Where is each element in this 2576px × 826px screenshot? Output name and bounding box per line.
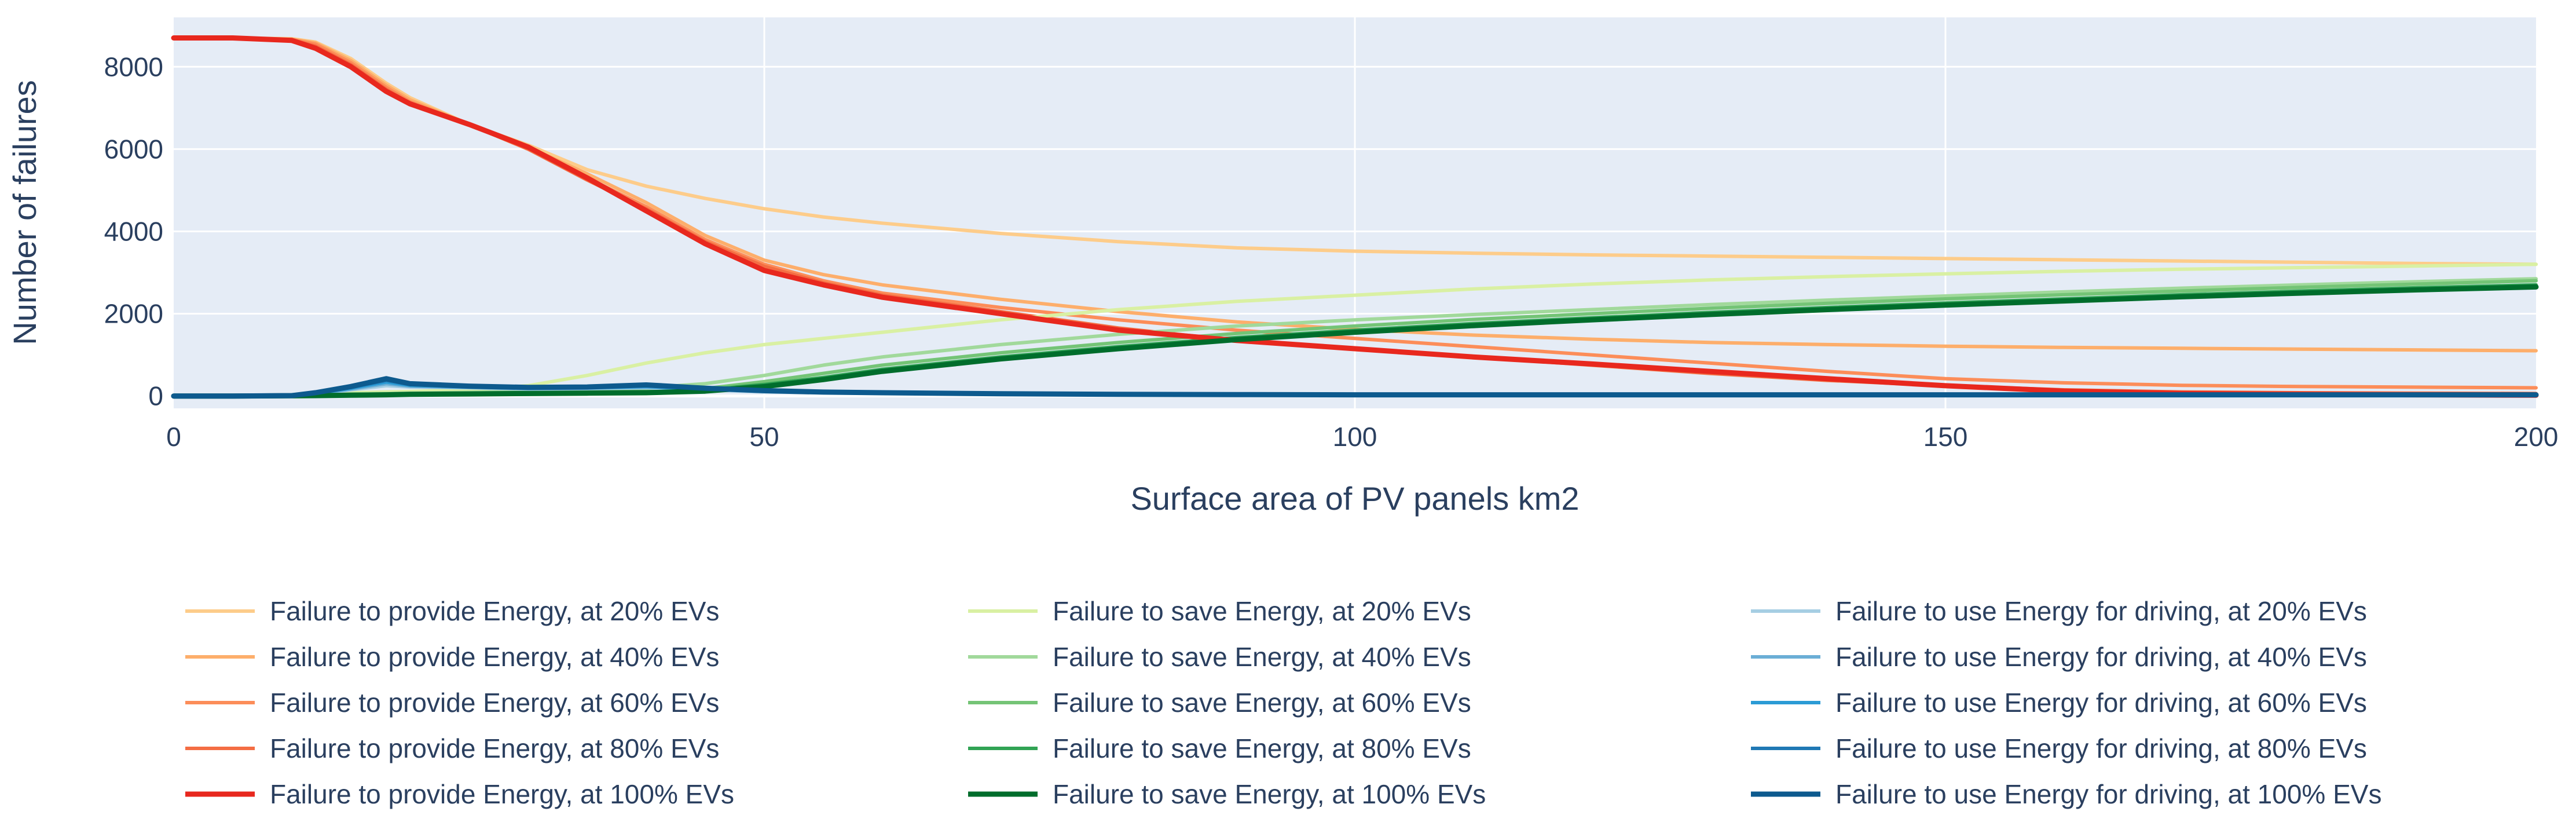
y-tick-label: 2000 — [104, 299, 163, 329]
legend-label: Failure to use Energy for driving, at 40… — [1835, 642, 2367, 672]
legend-label: Failure to provide Energy, at 20% EVs — [270, 596, 719, 626]
legend-label: Failure to save Energy, at 40% EVs — [1053, 642, 1471, 672]
legend-label: Failure to provide Energy, at 60% EVs — [270, 688, 719, 718]
legend-label: Failure to save Energy, at 60% EVs — [1053, 688, 1471, 718]
legend-label: Failure to use Energy for driving, at 10… — [1835, 779, 2381, 809]
y-tick-label: 4000 — [104, 216, 163, 246]
legend: Failure to provide Energy, at 20% EVs Fai… — [185, 596, 2381, 809]
y-tick-label: 6000 — [104, 134, 163, 164]
legend-label: Failure to provide Energy, at 80% EVs — [270, 733, 719, 763]
series-line — [171, 376, 2539, 399]
series-line — [171, 35, 2539, 398]
legend-label: Failure to save Energy, at 80% EVs — [1053, 733, 1471, 763]
x-tick-label: 150 — [1923, 422, 1968, 452]
x-tick-label: 100 — [1333, 422, 1377, 452]
y-axis-title: Number of failures — [6, 80, 43, 345]
y-tick-label: 0 — [148, 381, 163, 411]
legend-label: Failure to provide Energy, at 100% EVs — [270, 779, 734, 809]
series-lines — [171, 35, 2539, 399]
legend-label: Failure to use Energy for driving, at 60… — [1835, 688, 2367, 718]
x-tick-label: 200 — [2514, 422, 2559, 452]
x-tick-label: 50 — [749, 422, 779, 452]
x-tick-label: 0 — [166, 422, 181, 452]
x-axis-title: Surface area of PV panels km2 — [1130, 480, 1579, 517]
legend-label: Failure to provide Energy, at 40% EVs — [270, 642, 719, 672]
legend-label: Failure to save Energy, at 20% EVs — [1053, 596, 1471, 626]
series-line — [171, 284, 2539, 399]
legend-label: Failure to save Energy, at 100% EVs — [1053, 779, 1486, 809]
legend-label: Failure to use Energy for driving, at 80… — [1835, 733, 2367, 763]
y-tick-label: 8000 — [104, 52, 163, 82]
legend-label: Failure to use Energy for driving, at 20… — [1835, 596, 2367, 626]
